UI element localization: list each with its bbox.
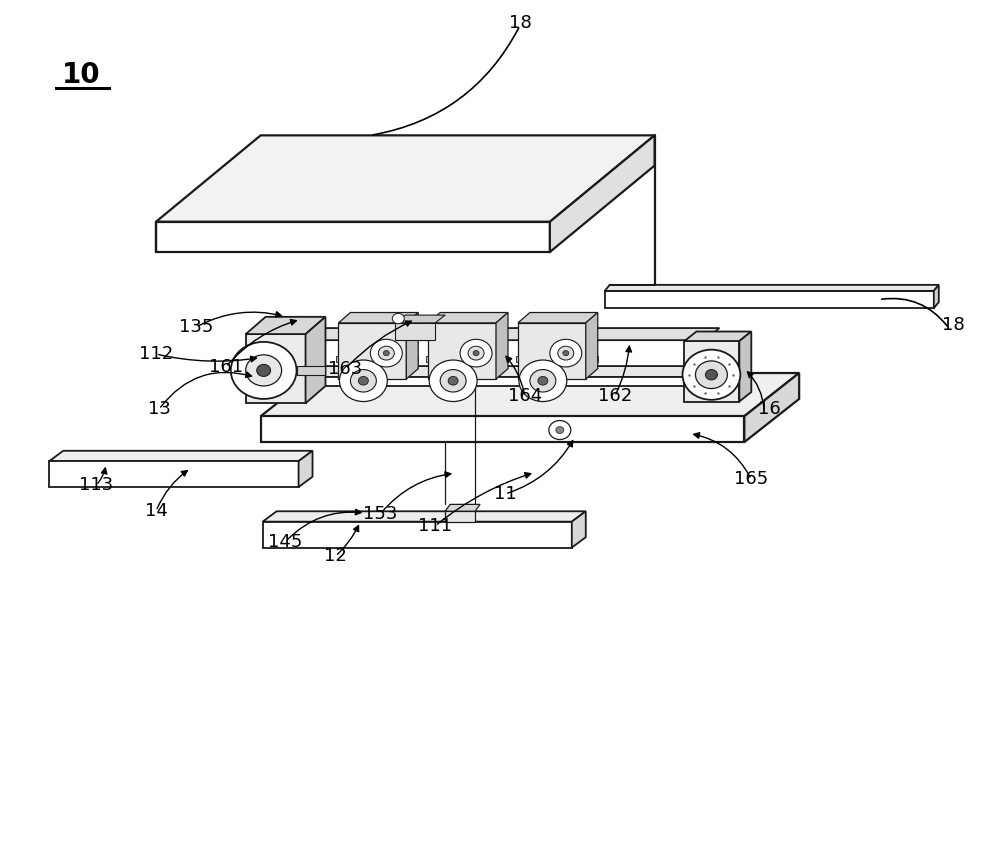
Polygon shape <box>338 323 406 379</box>
Polygon shape <box>406 312 418 379</box>
Text: 164: 164 <box>508 388 542 406</box>
Polygon shape <box>246 316 325 334</box>
Circle shape <box>429 360 477 401</box>
Polygon shape <box>605 285 939 291</box>
Text: 11: 11 <box>494 485 516 503</box>
Polygon shape <box>49 451 313 461</box>
Polygon shape <box>445 512 475 522</box>
Circle shape <box>448 376 458 385</box>
Polygon shape <box>586 312 598 379</box>
Text: 12: 12 <box>324 547 347 565</box>
Text: 145: 145 <box>268 532 303 551</box>
Polygon shape <box>306 316 325 403</box>
Text: 18: 18 <box>509 14 531 32</box>
Circle shape <box>350 369 376 392</box>
Polygon shape <box>156 135 655 222</box>
Polygon shape <box>744 373 799 442</box>
Polygon shape <box>428 312 508 323</box>
Circle shape <box>538 376 548 385</box>
Polygon shape <box>338 312 418 323</box>
Circle shape <box>473 350 479 355</box>
Circle shape <box>556 427 564 434</box>
Text: 113: 113 <box>79 476 113 494</box>
Circle shape <box>339 360 387 401</box>
Polygon shape <box>934 285 939 308</box>
Polygon shape <box>605 291 934 308</box>
Polygon shape <box>297 366 325 375</box>
Text: 161: 161 <box>209 358 243 376</box>
Polygon shape <box>49 461 299 487</box>
Text: 111: 111 <box>418 517 452 535</box>
Polygon shape <box>261 416 744 442</box>
Circle shape <box>370 339 402 367</box>
Circle shape <box>257 364 271 376</box>
Polygon shape <box>496 312 508 379</box>
Circle shape <box>246 355 282 386</box>
Polygon shape <box>684 341 739 401</box>
Polygon shape <box>299 451 313 487</box>
Text: 153: 153 <box>363 505 398 523</box>
Polygon shape <box>263 512 586 522</box>
Polygon shape <box>550 135 655 252</box>
Text: 13: 13 <box>148 401 170 418</box>
Polygon shape <box>311 377 704 386</box>
Circle shape <box>682 349 740 400</box>
Polygon shape <box>311 328 719 340</box>
Circle shape <box>705 369 717 380</box>
Circle shape <box>440 369 466 392</box>
Circle shape <box>530 369 556 392</box>
Polygon shape <box>261 373 799 416</box>
Polygon shape <box>395 323 435 340</box>
Circle shape <box>550 339 582 367</box>
Text: 162: 162 <box>598 388 632 406</box>
Text: 10: 10 <box>62 61 100 88</box>
Circle shape <box>468 346 484 360</box>
Circle shape <box>460 339 492 367</box>
Circle shape <box>558 346 574 360</box>
Circle shape <box>519 360 567 401</box>
Polygon shape <box>263 522 572 548</box>
Circle shape <box>231 342 297 399</box>
Text: 165: 165 <box>734 470 768 488</box>
Circle shape <box>383 350 389 355</box>
Text: 18: 18 <box>942 316 965 335</box>
Polygon shape <box>395 315 445 323</box>
Circle shape <box>392 313 404 323</box>
Polygon shape <box>684 331 751 341</box>
Circle shape <box>549 420 571 440</box>
Polygon shape <box>428 323 496 379</box>
Circle shape <box>378 346 394 360</box>
Text: 14: 14 <box>145 502 167 520</box>
Polygon shape <box>426 355 508 362</box>
Polygon shape <box>518 323 586 379</box>
Polygon shape <box>516 355 598 362</box>
Polygon shape <box>572 512 586 548</box>
Polygon shape <box>445 505 480 512</box>
Polygon shape <box>518 312 598 323</box>
Circle shape <box>695 361 727 388</box>
Text: 163: 163 <box>328 360 363 378</box>
Circle shape <box>358 376 368 385</box>
Polygon shape <box>704 366 719 386</box>
Polygon shape <box>246 334 306 403</box>
Polygon shape <box>739 331 751 401</box>
Text: 135: 135 <box>179 318 213 336</box>
Polygon shape <box>336 355 418 362</box>
Circle shape <box>563 350 569 355</box>
Text: 16: 16 <box>758 401 781 418</box>
Polygon shape <box>311 366 719 377</box>
Text: 112: 112 <box>139 345 173 363</box>
Polygon shape <box>156 222 550 252</box>
